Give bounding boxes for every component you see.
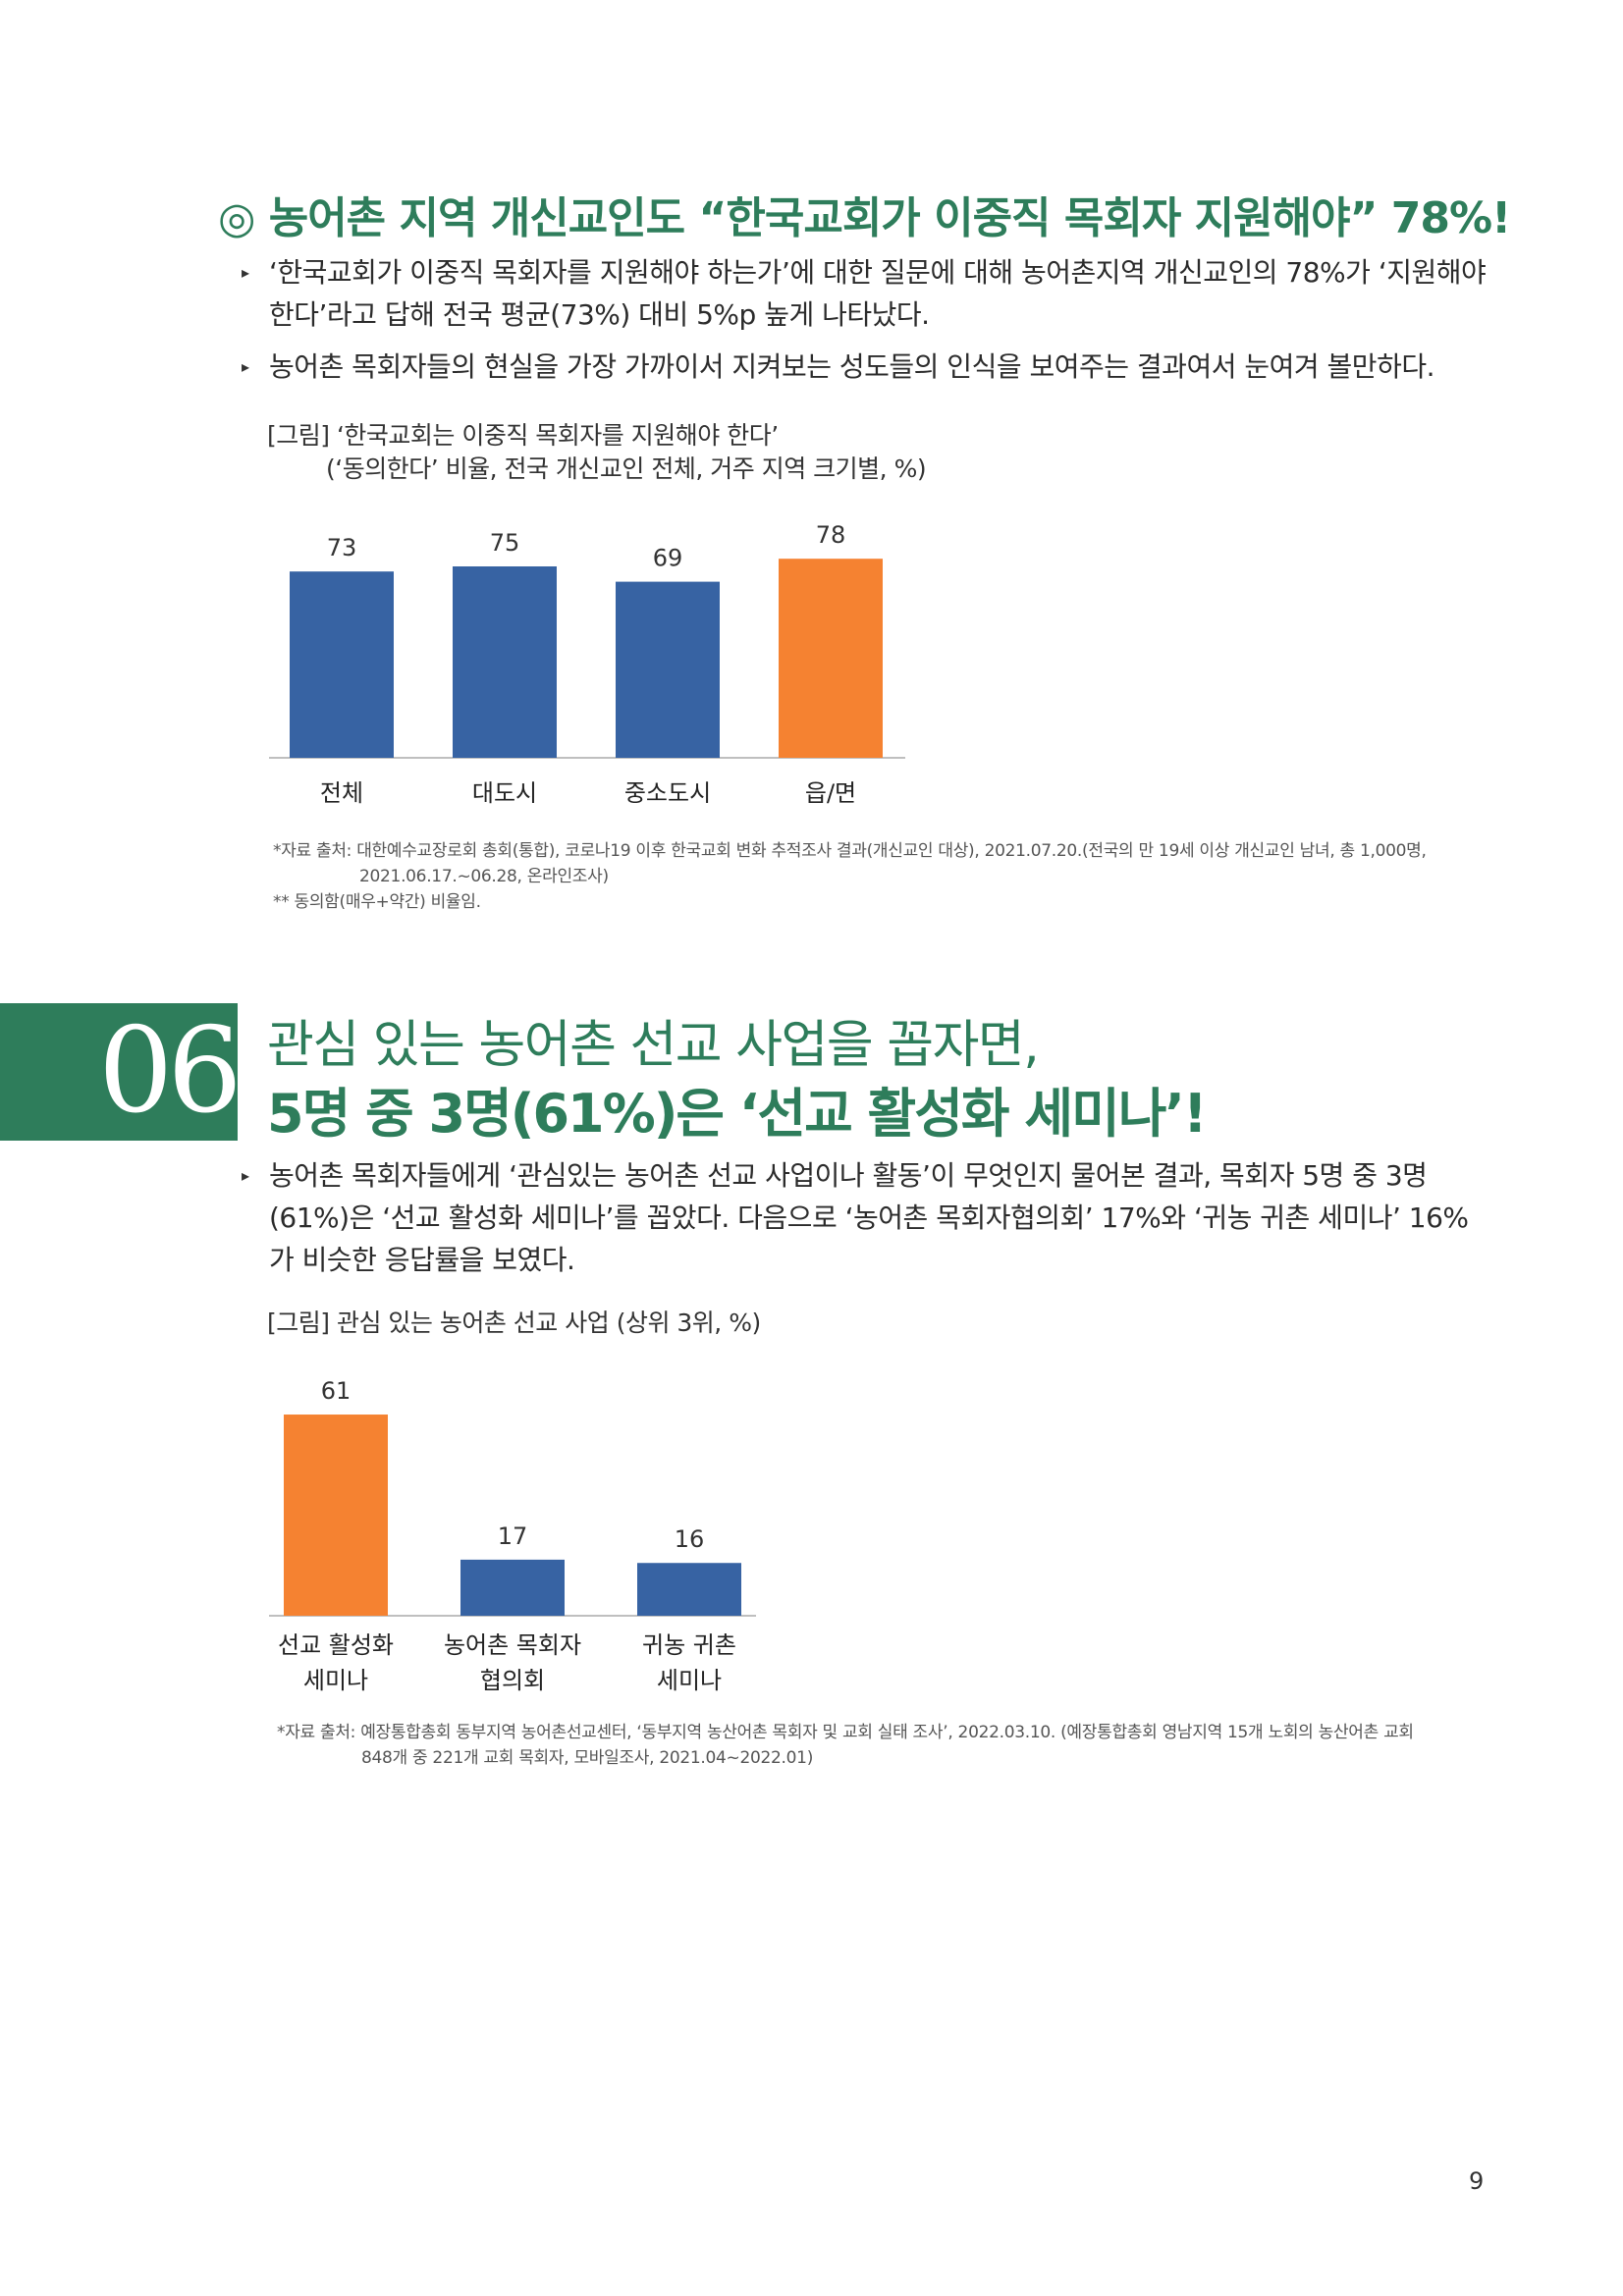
data-label: 78 [816,521,846,549]
triangle-bullet-icon: ▸ [242,1166,249,1185]
source-note: *자료 출처: 예장통합총회 동부지역 농어촌선교센터, ‘동부지역 농산어촌 … [277,1720,1494,1771]
category-label: 대도시 [472,779,537,807]
bar [290,571,394,758]
bar [453,566,557,758]
category-label: 전체 [320,779,363,807]
figure-caption: [그림] 관심 있는 농어촌 선교 사업 (상위 3위, %) [267,1308,761,1337]
bullet-list: ▸ ‘한국교회가 이중직 목회자를 지원해야 하는가’에 대한 질문에 대해 농… [242,251,1487,398]
data-label: 17 [498,1522,528,1550]
bullet-item: ▸ 농어촌 목회자들의 현실을 가장 가까이서 지켜보는 성도들의 인식을 보여… [242,346,1487,388]
source-note-line: *자료 출처: 대한예수교장로회 총회(통합), 코로나19 이후 한국교회 변… [273,841,1427,861]
data-label: 61 [321,1377,352,1405]
category-label: 세미나 [657,1667,722,1694]
section-title-line2: 5명 중 3명(61%)은 ‘선교 활성화 세미나’! [267,1083,1208,1145]
bar [779,559,883,758]
category-label: 협의회 [480,1667,545,1694]
bar [616,581,720,758]
data-label: 16 [675,1525,705,1553]
data-label: 75 [490,529,520,557]
bullet-text: 농어촌 목회자들의 현실을 가장 가까이서 지켜보는 성도들의 인식을 보여주는… [269,350,1435,383]
data-label: 69 [653,545,683,572]
section-number: 06 [98,1003,243,1140]
bullet-item: ▸ ‘한국교회가 이중직 목회자를 지원해야 하는가’에 대한 질문에 대해 농… [242,251,1487,336]
bar [460,1559,565,1616]
source-note-line: ** 동의함(매우+약간) 비율임. [273,892,481,912]
category-label: 중소도시 [624,779,711,807]
figure-subcaption: (‘동의한다’ 비율, 전국 개신교인 전체, 거주 지역 크기별, %) [326,454,927,483]
category-label: 귀농 귀촌 [642,1631,736,1659]
triangle-bullet-icon: ▸ [242,357,249,376]
figure-caption: [그림] ‘한국교회는 이중직 목회자를 지원해야 한다’ [267,421,779,450]
section-heading: ◎ 농어촌 지역 개신교인도 “한국교회가 이중직 목회자 지원해야” 78%! [218,193,1511,243]
bar [284,1415,388,1616]
triangle-bullet-icon: ▸ [242,263,249,282]
source-note-line: 848개 중 221개 교회 목회자, 모바일조사, 2021.04~2022.… [361,1748,814,1768]
section-number-block [0,1003,238,1141]
category-label: 읍/면 [805,779,856,807]
category-label: 선교 활성화 [278,1631,394,1659]
bullet-list: ▸ 농어촌 목회자들에게 ‘관심있는 농어촌 선교 사업이나 활동’이 무엇인지… [242,1154,1487,1291]
bullet-text: ‘한국교회가 이중직 목회자를 지원해야 하는가’에 대한 질문에 대해 농어촌… [269,256,1487,331]
category-label: 세미나 [303,1667,368,1694]
bar [637,1563,741,1616]
page-number: 9 [1469,2167,1485,2195]
bullet-item: ▸ 농어촌 목회자들에게 ‘관심있는 농어촌 선교 사업이나 활동’이 무엇인지… [242,1154,1487,1281]
bullet-text: 농어촌 목회자들에게 ‘관심있는 농어촌 선교 사업이나 활동’이 무엇인지 물… [269,1159,1469,1276]
source-note-line: 2021.06.17.~06.28, 온라인조사) [359,867,609,886]
data-label: 73 [327,534,357,561]
category-label: 농어촌 목회자 [444,1631,581,1659]
source-note-line: *자료 출처: 예장통합총회 동부지역 농어촌선교센터, ‘동부지역 농산어촌 … [277,1723,1414,1742]
source-note: *자료 출처: 대한예수교장로회 총회(통합), 코로나19 이후 한국교회 변… [273,838,1490,915]
section-title-line1: 관심 있는 농어촌 선교 사업을 꼽자면, [267,1016,1040,1075]
bar-chart-1: 73 전체 75 대도시 69 중소도시 78 읍/면 [269,521,905,807]
